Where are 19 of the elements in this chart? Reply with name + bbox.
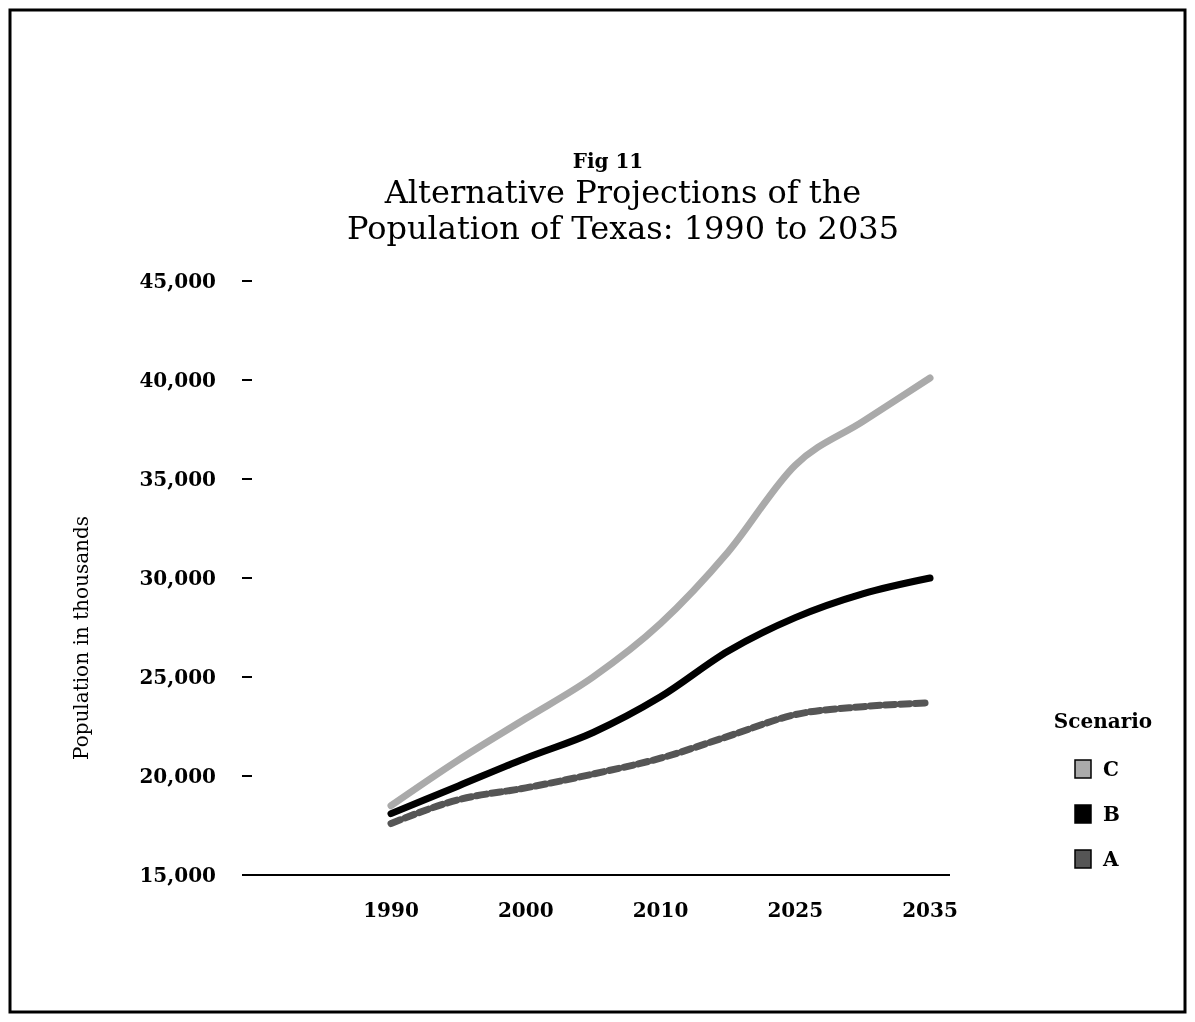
legend-label: B: [1103, 802, 1120, 826]
legend-title: Scenario: [1053, 709, 1153, 733]
y-axis-title: Population in thousands: [69, 515, 93, 761]
legend-label: C: [1103, 757, 1119, 781]
y-tick-label: 30,000: [139, 566, 216, 590]
y-tick-label: 25,000: [139, 665, 216, 689]
y-tick-label: 20,000: [139, 764, 216, 788]
y-tick-label: 15,000: [139, 863, 216, 887]
chart-subtitle: Fig 11: [572, 149, 644, 173]
x-tick-label: 2010: [632, 898, 689, 922]
x-tick-label: 1990: [363, 898, 419, 922]
y-tick-label: 40,000: [139, 368, 216, 392]
x-tick-label: 2035: [902, 898, 958, 922]
y-tick-label: 35,000: [139, 467, 216, 491]
chart-title: Alternative Projections of the Population of Texas: 1990 to 2035: [347, 173, 899, 247]
x-tick-label: 2000: [497, 898, 554, 922]
y-tick-label: 45,000: [139, 269, 216, 293]
x-tick-label: 2025: [767, 898, 824, 922]
legend-label: A: [1102, 847, 1119, 871]
